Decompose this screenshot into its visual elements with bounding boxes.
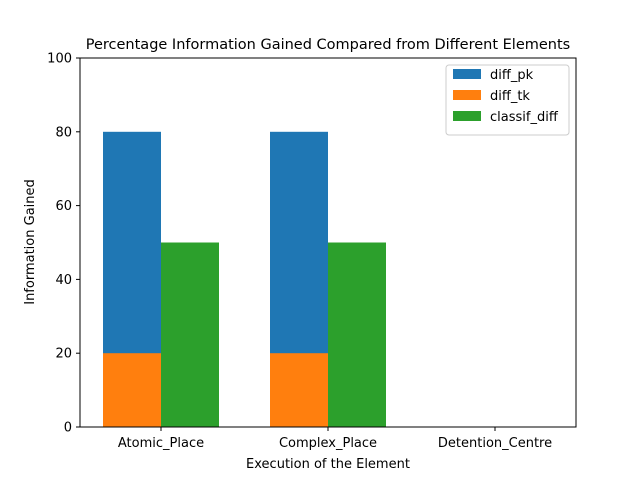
y-tick-label: 100 xyxy=(47,52,72,67)
bars-layer xyxy=(103,131,386,428)
y-tick-label: 20 xyxy=(55,347,72,362)
chart-title: Percentage Information Gained Compared f… xyxy=(86,37,570,53)
legend-swatch-diff-tk xyxy=(453,90,481,100)
legend-swatch-diff-pk xyxy=(453,69,481,79)
x-tick-label: Atomic_Place xyxy=(118,436,204,451)
legend-swatch-classif-diff xyxy=(453,111,481,121)
bar-diff-tk-1 xyxy=(270,353,328,427)
x-axis-ticks: Atomic_Place Complex_Place Detention_Centr… xyxy=(118,427,552,451)
legend: diff_pk diff_tk classif_diff xyxy=(445,64,570,136)
y-tick-label: 0 xyxy=(64,421,72,436)
legend-label-diff-pk: diff_pk xyxy=(490,68,534,83)
legend-label-diff-tk: diff_tk xyxy=(490,89,530,104)
y-tick-label: 80 xyxy=(55,125,72,140)
bar-classif-diff-1 xyxy=(328,242,386,427)
y-tick-label: 40 xyxy=(55,273,72,288)
legend-label-classif-diff: classif_diff xyxy=(490,110,559,125)
bar-diff-tk-0 xyxy=(103,353,161,427)
y-axis-ticks: 0 20 40 60 80 100 xyxy=(47,52,80,436)
x-tick-label: Detention_Centre xyxy=(438,436,552,451)
y-axis-label: Information Gained xyxy=(23,179,38,305)
x-axis-label: Execution of the Element xyxy=(246,457,410,472)
x-tick-label: Complex_Place xyxy=(279,436,377,451)
y-tick-label: 60 xyxy=(55,199,72,214)
bar-classif-diff-0 xyxy=(161,242,219,427)
